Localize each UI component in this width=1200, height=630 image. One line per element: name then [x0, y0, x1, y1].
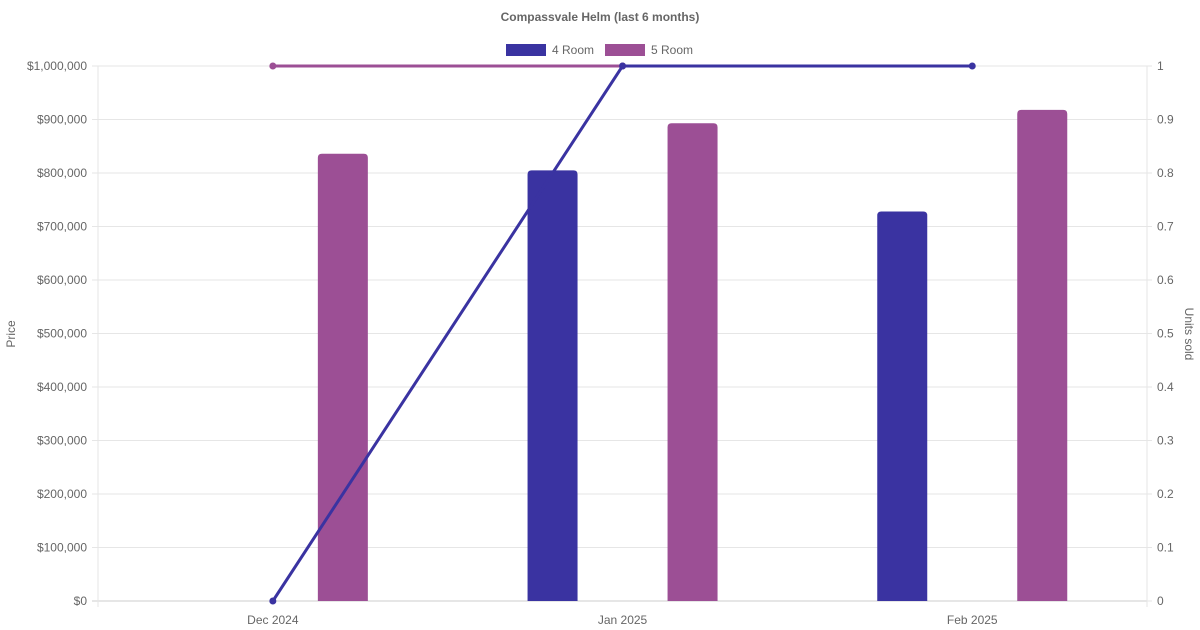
point-4-room[interactable]	[269, 597, 277, 605]
x-axis: Dec 2024 Jan 2025 Feb 2025	[247, 613, 998, 627]
legend-swatch-4-room	[506, 44, 546, 56]
y-axis-right: 0 0.1 0.2 0.3 0.4 0.5 0.6 0.7 0.8 0.9 1	[1147, 59, 1174, 608]
bar-4-room[interactable]	[877, 211, 928, 601]
y-right-tick-label: 0	[1157, 594, 1164, 608]
y-right-tick-label: 0.4	[1157, 380, 1174, 394]
grid	[92, 65, 1148, 607]
y-axis-right-title: Units sold	[1182, 308, 1196, 361]
y-right-tick-label: 0.6	[1157, 273, 1174, 287]
y-left-tick-label: $700,000	[37, 220, 87, 234]
y-right-tick-label: 0.8	[1157, 166, 1174, 180]
point-4-room[interactable]	[619, 62, 627, 70]
y-left-tick-label: $400,000	[37, 380, 87, 394]
x-tick-label: Jan 2025	[598, 613, 648, 627]
y-right-tick-label: 0.9	[1157, 113, 1174, 127]
y-left-tick-label: $1,000,000	[27, 59, 87, 73]
y-left-tick-label: $800,000	[37, 166, 87, 180]
lines	[269, 62, 976, 605]
y-left-tick-label: $600,000	[37, 273, 87, 287]
bar-5-room[interactable]	[1017, 109, 1068, 602]
y-axis-left-title: Price	[4, 320, 18, 348]
y-right-tick-label: 0.2	[1157, 487, 1174, 501]
y-right-tick-label: 0.3	[1157, 434, 1174, 448]
y-left-tick-label: $0	[74, 594, 88, 608]
legend-swatch-5-room	[605, 44, 645, 56]
y-right-tick-label: 1	[1157, 59, 1164, 73]
point-5-room[interactable]	[269, 62, 277, 70]
legend-item-5-room[interactable]: 5 Room	[605, 43, 693, 57]
bar-4-room[interactable]	[527, 170, 578, 601]
y-right-tick-label: 0.5	[1157, 327, 1174, 341]
y-left-tick-label: $900,000	[37, 113, 87, 127]
legend-label-4-room: 4 Room	[552, 43, 594, 57]
legend[interactable]: 4 Room 5 Room	[506, 43, 693, 57]
x-tick-label: Dec 2024	[247, 613, 299, 627]
chart-title: Compassvale Helm (last 6 months)	[501, 10, 700, 24]
y-left-tick-label: $100,000	[37, 541, 87, 555]
bar-5-room[interactable]	[317, 153, 368, 602]
bar-5-room[interactable]	[667, 123, 718, 602]
y-left-tick-label: $500,000	[37, 327, 87, 341]
y-left-tick-label: $200,000	[37, 487, 87, 501]
bars	[317, 109, 1068, 602]
point-4-room[interactable]	[968, 62, 976, 70]
y-right-tick-label: 0.7	[1157, 220, 1174, 234]
x-tick-label: Feb 2025	[947, 613, 998, 627]
y-axis-left: $0 $100,000 $200,000 $300,000 $400,000 $500,0…	[27, 59, 87, 608]
legend-item-4-room[interactable]: 4 Room	[506, 43, 594, 57]
legend-label-5-room: 5 Room	[651, 43, 693, 57]
y-left-tick-label: $300,000	[37, 434, 87, 448]
y-right-tick-label: 0.1	[1157, 541, 1174, 555]
